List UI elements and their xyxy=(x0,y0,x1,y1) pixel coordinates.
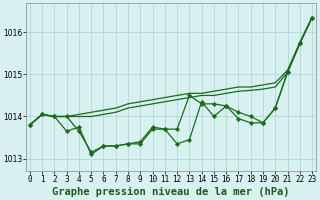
X-axis label: Graphe pression niveau de la mer (hPa): Graphe pression niveau de la mer (hPa) xyxy=(52,187,290,197)
